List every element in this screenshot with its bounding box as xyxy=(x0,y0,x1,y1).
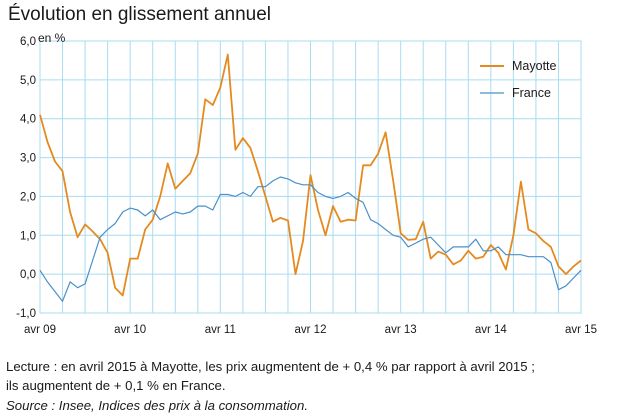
legend-label: France xyxy=(512,86,551,100)
y-tick-label: 1,0 xyxy=(20,230,36,242)
x-tick-labels: avr 09 avr 10 avr 11 avr 12 avr 13 avr 14 avr … xyxy=(24,324,597,336)
series-lines xyxy=(39,53,582,302)
axes xyxy=(39,40,582,314)
chart-title: Évolution en glissement annuel xyxy=(8,4,272,25)
y-tick-label: -1,0 xyxy=(16,308,36,320)
y-tick-label: 2,0 xyxy=(20,191,36,203)
footnote-reading-line-1: Lecture : en avril 2015 à Mayotte, les p… xyxy=(6,359,535,374)
line-chart: 6,05,04,03,02,01,00,0-1,0 avr 09 avr 10 av… xyxy=(16,31,597,336)
series-line-france xyxy=(39,176,582,302)
legend: Mayotte France xyxy=(480,59,557,100)
x-tick-label: avr 15 xyxy=(565,324,597,336)
y-tick-label: 6,0 xyxy=(20,36,36,48)
y-axis-label: en % xyxy=(38,31,66,45)
y-tick-label: 5,0 xyxy=(20,75,36,87)
x-tick-label: avr 10 xyxy=(114,324,146,336)
footnote-source: Source : Insee, Indices des prix à la co… xyxy=(6,398,308,413)
y-tick-label: 3,0 xyxy=(20,153,36,165)
plot-frame xyxy=(39,40,582,314)
grid-lines xyxy=(39,40,582,314)
x-tick-label: avr 12 xyxy=(295,324,327,336)
y-tick-labels: 6,0 5,0 4,0 3,0 2,0 1,0 0,0 -1,0 xyxy=(16,36,36,320)
y-tick-label: 4,0 xyxy=(20,114,36,126)
x-tick-label: avr 11 xyxy=(205,324,236,336)
x-tick-label: avr 09 xyxy=(24,324,56,336)
x-tick-label: avr 14 xyxy=(475,324,508,336)
x-tick-label: avr 13 xyxy=(385,324,417,336)
series-line-mayotte xyxy=(39,53,582,297)
footnote-reading-line-2: ils augmentent de + 0,1 % en France. xyxy=(6,378,226,393)
y-tick-label: 0,0 xyxy=(20,269,36,281)
legend-label: Mayotte xyxy=(512,59,557,73)
